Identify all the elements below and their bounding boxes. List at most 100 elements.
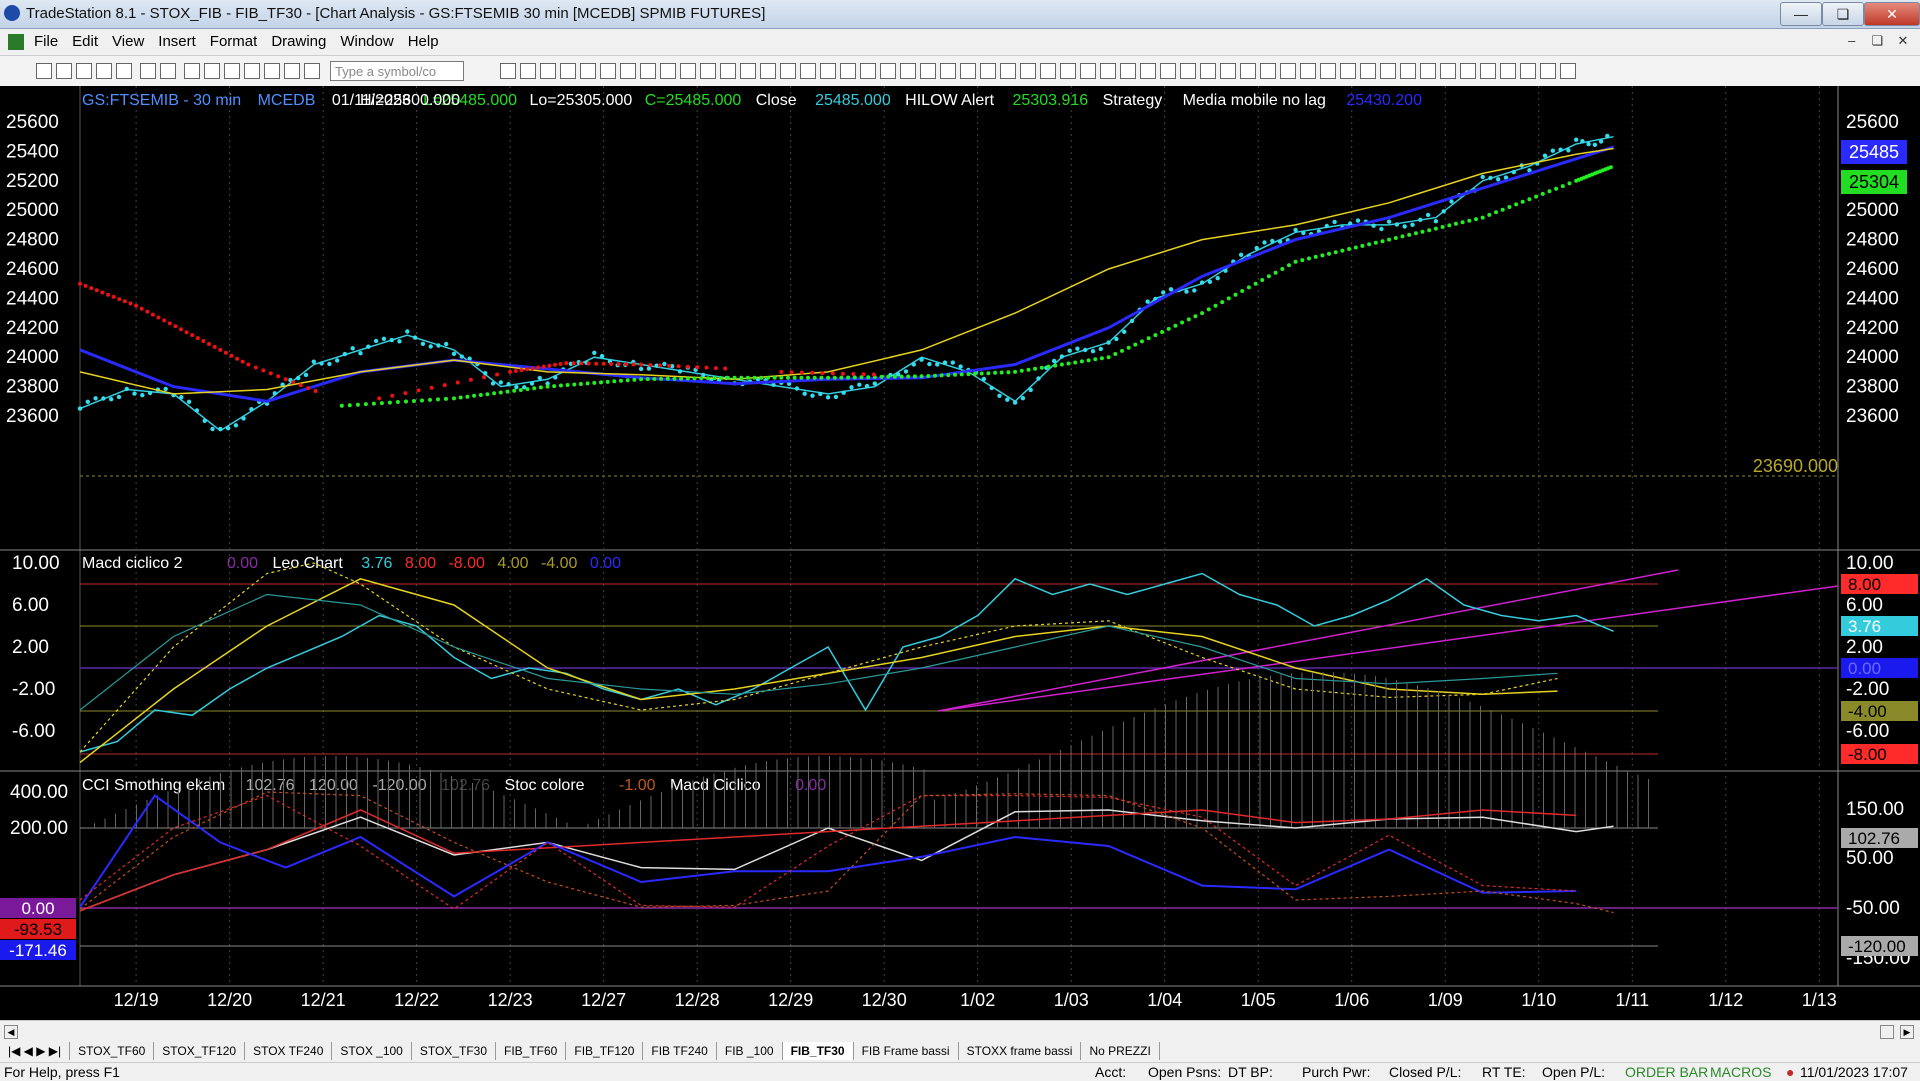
scroll-left-arrow-icon[interactable]: ◀: [4, 1025, 18, 1039]
toolbar-tool-icon[interactable]: [1420, 63, 1436, 79]
toolbar-tool-icon[interactable]: [620, 63, 636, 79]
child-close-button[interactable]: ✕: [1897, 33, 1909, 48]
toolbar-tool-icon[interactable]: [1140, 63, 1156, 79]
toolbar-tool-icon[interactable]: [1240, 63, 1256, 79]
toolbar-tool-icon[interactable]: [56, 63, 72, 79]
toolbar-tool-icon[interactable]: [1120, 63, 1136, 79]
toolbar-tool-icon[interactable]: [1520, 63, 1536, 79]
child-minimize-button[interactable]: –: [1848, 33, 1856, 48]
toolbar-tool-icon[interactable]: [880, 63, 896, 79]
toolbar-tool-icon[interactable]: [580, 63, 596, 79]
toolbar-tool-icon[interactable]: [820, 63, 836, 79]
menu-insert[interactable]: Insert: [158, 33, 196, 50]
toolbar-tool-icon[interactable]: [540, 63, 556, 79]
toolbar-tool-icon[interactable]: [760, 63, 776, 79]
menu-format[interactable]: Format: [209, 33, 258, 50]
status-order-bar[interactable]: ORDER BAR: [1625, 1064, 1709, 1080]
toolbar-tool-icon[interactable]: [1300, 63, 1316, 79]
trendline-lower[interactable]: [937, 585, 1839, 712]
toolbar-tool-icon[interactable]: [140, 63, 156, 79]
toolbar-tool-icon[interactable]: [940, 63, 956, 79]
toolbar-tool-icon[interactable]: [1360, 63, 1376, 79]
toolbar-tool-icon[interactable]: [204, 63, 220, 79]
toolbar-tool-icon[interactable]: [76, 63, 92, 79]
toolbar-tool-icon[interactable]: [740, 63, 756, 79]
menu-window[interactable]: Window: [340, 33, 394, 50]
toolbar-tool-icon[interactable]: [900, 63, 916, 79]
toolbar-tool-icon[interactable]: [800, 63, 816, 79]
menu-help[interactable]: Help: [407, 33, 439, 50]
toolbar-tool-icon[interactable]: [1160, 63, 1176, 79]
toolbar-tool-icon[interactable]: [860, 63, 876, 79]
toolbar-tool-icon[interactable]: [1000, 63, 1016, 79]
toolbar-tool-icon[interactable]: [184, 63, 200, 79]
workspace-tab[interactable]: FIB_TF60: [496, 1042, 567, 1060]
toolbar-tool-icon[interactable]: [920, 63, 936, 79]
toolbar-tool-icon[interactable]: [224, 63, 240, 79]
toolbar-tool-icon[interactable]: [980, 63, 996, 79]
maximize-button[interactable]: ❏: [1822, 2, 1864, 26]
tab-nav-arrows[interactable]: |◀ ◀ ▶ ▶|: [0, 1042, 71, 1060]
workspace-tab[interactable]: FIB_TF30: [782, 1042, 854, 1060]
toolbar-tool-icon[interactable]: [1460, 63, 1476, 79]
toolbar-tool-icon[interactable]: [1380, 63, 1396, 79]
chart-canvas[interactable]: 2560025600254002540025200252002500025000…: [0, 86, 1920, 1020]
workspace-tab[interactable]: FIB _100: [717, 1042, 783, 1060]
toolbar-tool-icon[interactable]: [264, 63, 280, 79]
scroll-right-arrow-icon[interactable]: ▶: [1900, 1025, 1914, 1039]
toolbar-tool-icon[interactable]: [1060, 63, 1076, 79]
toolbar-tool-icon[interactable]: [1100, 63, 1116, 79]
workspace-tab[interactable]: STOX TF240: [245, 1042, 333, 1060]
workspace-tab[interactable]: STOX _100: [332, 1042, 412, 1060]
toolbar-tool-icon[interactable]: [960, 63, 976, 79]
menu-file[interactable]: File: [34, 33, 59, 50]
workspace-tab[interactable]: FIB_TF120: [566, 1042, 644, 1060]
toolbar-tool-icon[interactable]: [1280, 63, 1296, 79]
minimize-button[interactable]: —: [1780, 2, 1822, 26]
workspace-tab[interactable]: STOX_TF30: [412, 1042, 496, 1060]
workspace-tab[interactable]: No PREZZI: [1081, 1042, 1160, 1060]
toolbar-tool-icon[interactable]: [1400, 63, 1416, 79]
toolbar-tool-icon[interactable]: [304, 63, 320, 79]
toolbar-tool-icon[interactable]: [1020, 63, 1036, 79]
toolbar-tool-icon[interactable]: [1080, 63, 1096, 79]
symbol-input[interactable]: Type a symbol/co: [330, 61, 464, 81]
toolbar-tool-icon[interactable]: [840, 63, 856, 79]
toolbar-tool-icon[interactable]: [700, 63, 716, 79]
toolbar-tool-icon[interactable]: [244, 63, 260, 79]
workspace-tab[interactable]: STOX_TF60: [70, 1042, 155, 1060]
toolbar-tool-icon[interactable]: [600, 63, 616, 79]
toolbar-tool-icon[interactable]: [1540, 63, 1556, 79]
toolbar-tool-icon[interactable]: [780, 63, 796, 79]
horizontal-scrollbar[interactable]: ◀ ▶: [0, 1020, 1920, 1043]
toolbar-tool-icon[interactable]: [520, 63, 536, 79]
child-restore-button[interactable]: ❏: [1871, 33, 1884, 48]
toolbar-tool-icon[interactable]: [680, 63, 696, 79]
status-macros[interactable]: MACROS: [1710, 1064, 1772, 1080]
toolbar-tool-icon[interactable]: [1500, 63, 1516, 79]
workspace-tab[interactable]: STOXX frame bassi: [959, 1042, 1082, 1060]
menu-drawing[interactable]: Drawing: [271, 33, 327, 50]
toolbar-tool-icon[interactable]: [1340, 63, 1356, 79]
menu-edit[interactable]: Edit: [72, 33, 99, 50]
toolbar-tool-icon[interactable]: [1480, 63, 1496, 79]
workspace-tab[interactable]: FIB TF240: [643, 1042, 717, 1060]
toolbar-tool-icon[interactable]: [160, 63, 176, 79]
trendline-upper[interactable]: [937, 569, 1679, 712]
workspace-tab[interactable]: FIB Frame bassi: [854, 1042, 959, 1060]
workspace-tab[interactable]: STOX_TF120: [154, 1042, 246, 1060]
toolbar-tool-icon[interactable]: [500, 63, 516, 79]
toolbar-tool-icon[interactable]: [96, 63, 112, 79]
toolbar-tool-icon[interactable]: [36, 63, 52, 79]
toolbar-tool-icon[interactable]: [660, 63, 676, 79]
toolbar-tool-icon[interactable]: [284, 63, 300, 79]
toolbar-tool-icon[interactable]: [1040, 63, 1056, 79]
toolbar-tool-icon[interactable]: [116, 63, 132, 79]
toolbar-tool-icon[interactable]: [1440, 63, 1456, 79]
scroll-thumb[interactable]: [1880, 1025, 1894, 1039]
toolbar-tool-icon[interactable]: [560, 63, 576, 79]
toolbar-tool-icon[interactable]: [1220, 63, 1236, 79]
menu-view[interactable]: View: [112, 33, 145, 50]
close-button[interactable]: ✕: [1864, 2, 1920, 26]
toolbar-tool-icon[interactable]: [1200, 63, 1216, 79]
